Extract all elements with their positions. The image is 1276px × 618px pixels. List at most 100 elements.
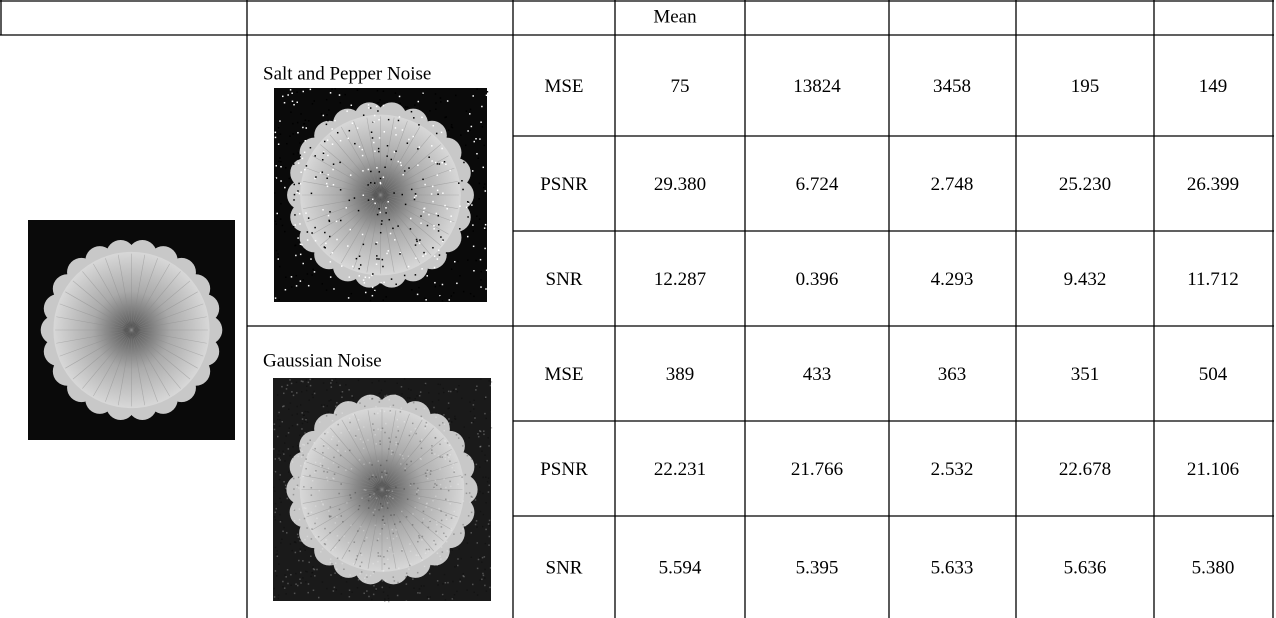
noise-pixel bbox=[316, 569, 318, 571]
cell-value: 5.594 bbox=[659, 557, 702, 578]
noise-pixel bbox=[390, 233, 392, 235]
noise-pixel bbox=[308, 583, 310, 585]
noise-pixel bbox=[389, 547, 391, 549]
noise-pixel bbox=[441, 132, 443, 134]
noise-pixel bbox=[454, 511, 456, 513]
noise-pixel bbox=[374, 203, 376, 205]
noise-pixel bbox=[307, 422, 309, 424]
noise-pixel bbox=[443, 388, 445, 390]
noise-pixel bbox=[340, 102, 342, 104]
noise-pixel bbox=[456, 283, 458, 285]
noise-pixel bbox=[321, 113, 323, 115]
noise-pixel bbox=[432, 500, 434, 502]
noise-pixel bbox=[326, 114, 328, 116]
noise-pixel bbox=[476, 520, 478, 522]
noise-pixel bbox=[387, 550, 389, 552]
noise-pixel bbox=[431, 193, 433, 195]
noise-pixel bbox=[375, 476, 377, 478]
noise-pixel bbox=[467, 236, 469, 238]
noise-pixel bbox=[326, 178, 328, 180]
noise-pixel bbox=[295, 255, 297, 257]
noise-pixel bbox=[331, 128, 333, 130]
noise-pixel bbox=[309, 379, 311, 381]
noise-pixel bbox=[475, 389, 477, 391]
noise-pixel bbox=[351, 105, 353, 107]
noise-pixel bbox=[435, 93, 437, 95]
noise-pixel bbox=[292, 101, 294, 103]
noise-pixel bbox=[300, 582, 302, 584]
noise-pixel bbox=[306, 165, 308, 167]
noise-pixel bbox=[294, 224, 296, 226]
noise-pixel bbox=[451, 517, 453, 519]
noise-pixel bbox=[377, 214, 379, 216]
noise-pixel bbox=[330, 558, 332, 560]
noise-pixel bbox=[348, 430, 350, 432]
noise-pixel bbox=[385, 212, 387, 214]
noise-pixel bbox=[322, 209, 324, 211]
noise-pixel bbox=[400, 411, 402, 413]
noise-pixel bbox=[372, 287, 374, 289]
noise-pixel bbox=[372, 273, 374, 275]
noise-pixel bbox=[469, 129, 471, 131]
noise-pixel bbox=[341, 265, 343, 267]
noise-pixel bbox=[304, 462, 306, 464]
noise-pixel bbox=[410, 563, 412, 565]
noise-pixel bbox=[378, 148, 380, 150]
noise-pixel bbox=[363, 464, 365, 466]
noise-pixel bbox=[382, 580, 384, 582]
noise-pixel bbox=[415, 428, 417, 430]
noise-pixel bbox=[324, 232, 326, 234]
noise-pixel bbox=[449, 445, 451, 447]
noise-pixel bbox=[275, 297, 277, 299]
noise-pixel bbox=[285, 167, 287, 169]
noise-pixel bbox=[487, 481, 489, 483]
cell-value: 351 bbox=[1071, 364, 1100, 385]
noise-pixel bbox=[302, 444, 304, 446]
noise-pixel bbox=[453, 516, 455, 518]
noise-pixel bbox=[311, 232, 313, 234]
noise-pixel bbox=[288, 471, 290, 473]
noise-pixel bbox=[293, 184, 295, 186]
noise-pixel bbox=[485, 229, 487, 231]
noise-pixel bbox=[312, 480, 314, 482]
noise-pixel bbox=[454, 594, 456, 596]
noise-pixel bbox=[466, 483, 468, 485]
noise-pixel bbox=[380, 555, 382, 557]
noise-pixel bbox=[434, 255, 436, 256]
noise-pixel bbox=[414, 507, 416, 509]
noise-pixel bbox=[427, 478, 429, 480]
noise-pixel bbox=[482, 573, 484, 575]
noise-pixel bbox=[421, 448, 423, 450]
noise-pixel bbox=[488, 485, 490, 487]
noise-pixel bbox=[383, 591, 385, 593]
noise-pixel bbox=[476, 88, 478, 90]
noise-pixel bbox=[433, 228, 435, 230]
noise-pixel bbox=[413, 587, 415, 589]
noise-pixel bbox=[459, 228, 461, 230]
noise-pixel bbox=[341, 397, 343, 399]
group-label: Salt and Pepper Noise bbox=[263, 63, 431, 84]
noise-pixel bbox=[326, 415, 328, 417]
noise-pixel bbox=[387, 145, 389, 147]
noise-pixel bbox=[435, 162, 437, 164]
noise-pixel bbox=[324, 543, 326, 545]
noise-pixel bbox=[351, 293, 353, 295]
noise-pixel bbox=[337, 450, 339, 452]
noise-pixel bbox=[377, 413, 379, 415]
noise-pixel bbox=[306, 571, 308, 573]
noise-pixel bbox=[429, 520, 431, 522]
noise-pixel bbox=[410, 461, 412, 463]
noise-pixel bbox=[423, 511, 425, 513]
noise-pixel bbox=[428, 214, 430, 216]
noise-pixel bbox=[330, 399, 332, 401]
noise-pixel bbox=[286, 532, 288, 534]
noise-pixel bbox=[331, 438, 333, 440]
noise-pixel bbox=[483, 167, 485, 169]
noise-pixel bbox=[463, 500, 465, 502]
noise-pixel bbox=[437, 215, 439, 217]
noise-pixel bbox=[426, 275, 428, 277]
noise-pixel bbox=[483, 514, 485, 516]
noise-pixel bbox=[455, 388, 457, 390]
noise-pixel bbox=[409, 397, 411, 399]
noise-pixel bbox=[395, 436, 397, 438]
